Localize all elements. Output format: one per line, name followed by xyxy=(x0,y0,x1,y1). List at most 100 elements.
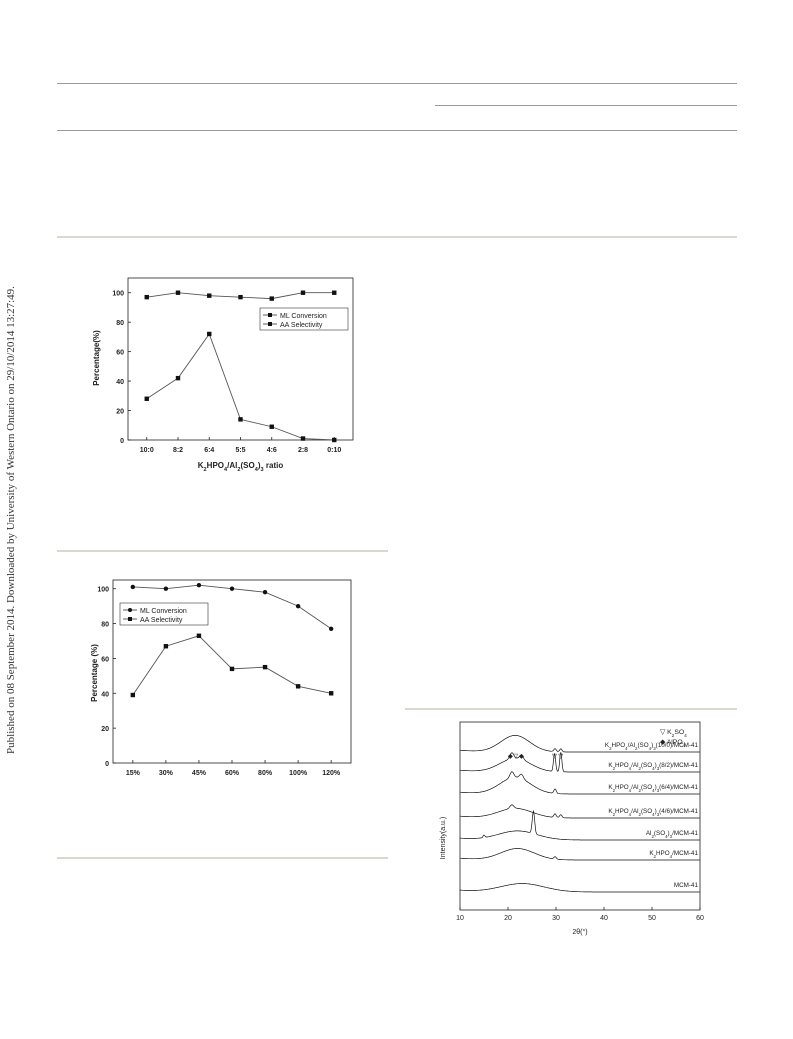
data-point xyxy=(238,417,243,422)
y-tick-label: 40 xyxy=(116,379,124,386)
x-tick-label: 50 xyxy=(648,915,656,922)
peak-marker: ▽ xyxy=(552,753,558,760)
x-tick-label: 80% xyxy=(258,770,273,777)
figure-rule xyxy=(405,708,737,710)
legend-entry: ▽ K2SO4 xyxy=(660,729,687,739)
x-tick-label: 0:10 xyxy=(327,447,341,454)
plot-frame xyxy=(127,277,354,441)
legend-entry: ◆ AlPO4 xyxy=(660,739,686,749)
y-tick-label: 80 xyxy=(101,622,109,629)
y-tick-label: 100 xyxy=(97,587,109,594)
data-point xyxy=(163,644,169,649)
x-tick-label: 6:4 xyxy=(204,447,214,454)
legend-box xyxy=(259,307,349,331)
table-top-rule xyxy=(57,83,737,84)
pattern-label: MCM-41 xyxy=(674,882,699,889)
y-tick-label: 80 xyxy=(116,320,124,327)
y-tick-label: 20 xyxy=(101,726,109,733)
legend-label: ML Conversion xyxy=(280,313,327,320)
figure-rule xyxy=(57,857,388,859)
pattern-label: K2HPO4/Al2(SO4)3(10/0)/MCM-41 xyxy=(605,742,699,751)
legend-marker xyxy=(128,608,132,612)
data-point xyxy=(229,586,235,591)
data-point xyxy=(269,296,274,301)
y-tick-label: 60 xyxy=(101,656,109,663)
data-point xyxy=(175,290,181,295)
pattern-label: Al2(SO4)3/MCM-41 xyxy=(646,830,699,839)
legend-marker xyxy=(268,313,272,317)
data-point xyxy=(207,293,212,298)
x-tick-label: 40 xyxy=(600,915,608,922)
x-tick-label: 8:2 xyxy=(173,447,183,454)
data-point xyxy=(262,590,268,595)
x-tick-label: 45% xyxy=(192,770,207,777)
x-tick-label: 10:0 xyxy=(140,447,154,454)
data-point xyxy=(144,396,149,401)
data-point xyxy=(229,666,235,672)
y-axis-label: Percentage (%) xyxy=(90,644,99,702)
y-tick-label: 20 xyxy=(116,409,124,416)
data-point xyxy=(175,375,181,381)
x-tick-label: 30 xyxy=(552,915,560,922)
table-mid-rule xyxy=(57,130,737,131)
peak-marker: ◆ xyxy=(519,753,525,760)
xrd-pattern xyxy=(460,809,700,841)
legend-label: ML Conversion xyxy=(140,608,187,615)
data-point xyxy=(163,586,169,591)
y-tick-label: 60 xyxy=(116,350,124,357)
figure-rule xyxy=(57,550,388,552)
data-point xyxy=(332,290,337,295)
data-point xyxy=(196,583,202,588)
x-tick-label: 4:6 xyxy=(267,447,277,454)
data-point xyxy=(238,294,243,300)
legend-marker xyxy=(268,322,272,326)
section-rule xyxy=(57,236,737,238)
data-point xyxy=(144,294,149,300)
data-point xyxy=(269,424,274,429)
series-line xyxy=(146,333,335,441)
data-point xyxy=(332,437,337,443)
x-tick-label: 120% xyxy=(322,770,341,777)
y-tick-label: 100 xyxy=(112,291,124,298)
x-tick-label: 20 xyxy=(504,915,512,922)
x-tick-label: 100% xyxy=(289,770,308,777)
y-tick-label: 0 xyxy=(105,761,109,768)
xrd-pattern xyxy=(460,752,700,773)
pattern-label: K2HPO4/MCM-41 xyxy=(649,850,698,859)
y-tick-label: 0 xyxy=(120,438,124,445)
download-notice: Published on 08 September 2014. Download… xyxy=(5,286,17,754)
legend-label: AA Selectivity xyxy=(140,617,183,624)
x-axis-label: 2θ(°) xyxy=(572,928,587,936)
data-point xyxy=(130,692,136,698)
data-point xyxy=(207,331,212,337)
pattern-label: K2HPO4/Al2(SO4)3(4/6)/MCM-41 xyxy=(608,808,698,817)
y-axis-label: Percentage(%) xyxy=(92,330,101,386)
loading-chart: Percentage (%) 0 20 40 60 80 100 15% 30% 45% 60% 8… xyxy=(90,579,352,777)
plot-frame xyxy=(459,721,701,911)
x-axis-label-text: K2HPO4/Al2(SO4)3 ratio xyxy=(198,461,284,473)
peak-marker: ▽ xyxy=(558,753,564,760)
data-point xyxy=(328,691,334,696)
x-tick-label: 60% xyxy=(225,770,240,777)
table-header-rule xyxy=(435,105,737,106)
pattern-label: K2HPO4/Al2(SO4)3(8/2)/MCM-41 xyxy=(608,762,698,771)
legend-marker xyxy=(128,617,132,621)
data-point xyxy=(196,633,202,638)
peak-marker: ◆ xyxy=(508,753,514,760)
xrd-pattern xyxy=(460,771,700,795)
xrd-pattern xyxy=(460,735,700,753)
data-point xyxy=(295,684,301,689)
ratio-chart: Percentage(%) 0 20 40 60 80 100 10:0 8:2 6:4 5:5 4… xyxy=(92,277,354,473)
x-tick-label: 2:8 xyxy=(298,447,308,454)
xrd-pattern xyxy=(460,883,700,893)
data-point xyxy=(262,664,268,670)
data-point xyxy=(130,584,136,590)
xrd-pattern xyxy=(460,848,700,861)
x-tick-label: 30% xyxy=(159,770,174,777)
data-point xyxy=(328,626,334,631)
data-point xyxy=(300,436,306,441)
x-tick-label: 5:5 xyxy=(235,447,245,454)
y-tick-label: 40 xyxy=(101,691,109,698)
legend-label: AA Selectivity xyxy=(280,322,323,329)
x-tick-label: 10 xyxy=(456,915,464,922)
